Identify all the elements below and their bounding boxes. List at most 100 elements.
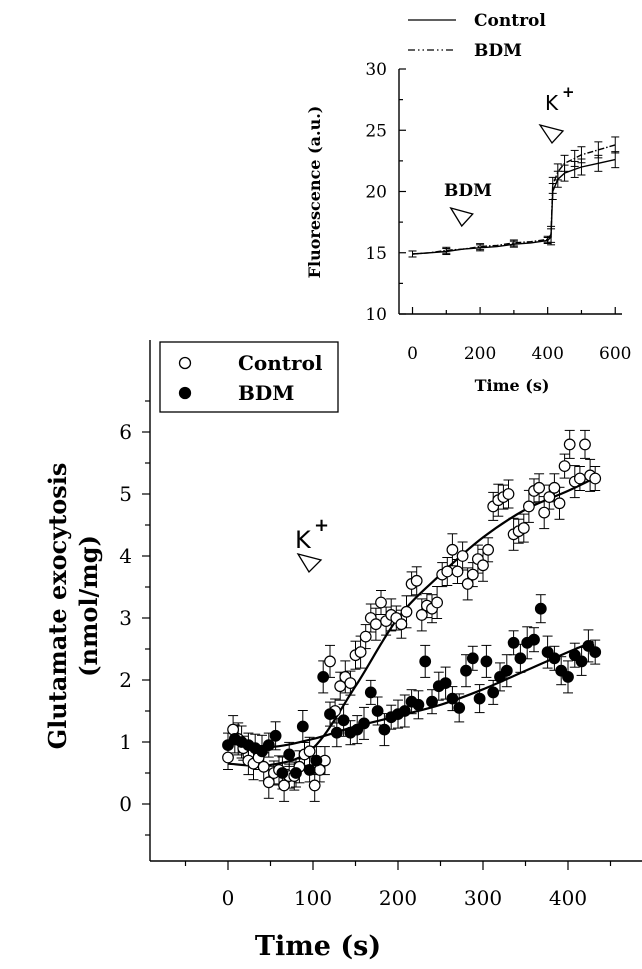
main-point-control xyxy=(278,779,291,792)
main-point-bdm xyxy=(439,677,452,689)
main-point-control xyxy=(410,574,423,587)
main-fit-curve-control xyxy=(227,477,594,767)
main-point-bdm xyxy=(575,655,588,668)
main-annotation-k-sup: + xyxy=(314,515,329,536)
main-point-bdm xyxy=(330,726,343,739)
main-y-tick-label: 2 xyxy=(119,668,132,692)
legend-marker-filled-circle xyxy=(178,386,192,400)
inset-annotation-k-sup: + xyxy=(562,83,575,101)
main-point-bdm xyxy=(290,767,302,779)
main-y-ticks: 0 1 2 3 4 5 6 xyxy=(119,400,150,836)
main-point-control xyxy=(548,481,561,494)
inset-x-ticks: 0 200 400 600 xyxy=(407,307,631,364)
inset-arrow-bdm xyxy=(449,206,474,228)
main-point-control xyxy=(415,609,428,621)
main-point-bdm xyxy=(473,692,486,705)
main-point-control xyxy=(461,578,474,590)
main-x-tick-label: 100 xyxy=(294,886,332,910)
main-point-control xyxy=(375,596,387,609)
inset-legend: Control BDM xyxy=(408,11,546,61)
main-point-bdm xyxy=(378,723,391,736)
main-point-control xyxy=(446,543,459,556)
main-point-control xyxy=(370,618,382,631)
main-x-tick-label: 0 xyxy=(222,886,235,910)
inset-x-axis-title: Time (s) xyxy=(475,376,550,395)
main-point-bdm xyxy=(487,686,500,699)
legend-label-control: Control xyxy=(474,11,546,31)
main-point-bdm xyxy=(358,717,370,730)
main-annotation-k: K xyxy=(295,526,312,554)
main-point-bdm xyxy=(500,664,513,677)
main-point-bdm xyxy=(337,714,350,727)
main-point-bdm xyxy=(453,702,466,714)
inset-x-tick-label: 0 xyxy=(407,344,418,364)
inset-y-axis-title: Fluorescence (a.u.) xyxy=(305,106,324,279)
main-point-control xyxy=(502,488,515,500)
main-legend: Control BDM xyxy=(159,341,339,413)
main-y-tick-label: 6 xyxy=(119,420,132,444)
main-y-tick-label: 4 xyxy=(119,544,132,568)
inset-annotations: BDM K + xyxy=(444,83,575,228)
inset-y-tick-label: 10 xyxy=(365,305,387,325)
main-y-tick-label: 3 xyxy=(119,606,132,630)
main-y-tick-label: 5 xyxy=(119,482,132,506)
inset-annotation-k: K xyxy=(545,91,559,115)
main-point-bdm xyxy=(466,652,479,665)
main-point-bdm xyxy=(562,671,574,683)
main-point-control xyxy=(579,438,591,451)
main-x-tick-label: 200 xyxy=(379,886,417,910)
inset-series-line-bdm xyxy=(412,144,616,255)
main-point-bdm xyxy=(460,664,472,677)
main-point-bdm xyxy=(480,655,493,668)
main-chart: 0 1 2 3 4 5 6 0 100 200 300 400 Glutamate exocytos… xyxy=(43,340,642,962)
main-point-bdm xyxy=(514,652,527,665)
main-point-control xyxy=(262,776,275,789)
main-point-bdm xyxy=(310,754,323,767)
main-arrow-k xyxy=(296,552,323,574)
main-point-control xyxy=(354,646,367,658)
main-point-control xyxy=(324,655,336,668)
main-y-tick-label: 0 xyxy=(119,792,132,816)
main-series-group xyxy=(222,429,602,802)
main-annotations: K+ xyxy=(295,515,329,574)
main-point-control xyxy=(441,565,454,578)
main-point-control xyxy=(543,491,556,504)
main-y-tick-label: 1 xyxy=(119,730,132,754)
main-point-bdm xyxy=(262,739,275,751)
inset-y-ticks: 10 15 20 25 30 xyxy=(365,60,406,325)
main-point-control xyxy=(451,565,464,578)
main-point-control xyxy=(563,438,576,451)
main-point-bdm xyxy=(528,633,540,646)
legend-label-bdm: BDM xyxy=(474,41,522,61)
main-point-control xyxy=(533,481,545,494)
main-point-control xyxy=(257,760,270,773)
main-x-ticks: 0 100 200 300 400 xyxy=(184,861,612,910)
inset-chart: Control BDM 10 15 20 25 30 0 200 400 600 Fluore… xyxy=(305,11,631,395)
main-point-bdm xyxy=(446,692,459,705)
inset-x-tick-label: 200 xyxy=(464,344,496,364)
inset-annotation-bdm: BDM xyxy=(444,181,492,201)
main-point-bdm xyxy=(426,695,438,708)
main-point-bdm xyxy=(398,705,411,717)
main-point-control xyxy=(466,568,479,581)
main-point-bdm xyxy=(303,764,316,776)
main-point-control xyxy=(395,618,408,631)
main-point-bdm xyxy=(283,748,296,761)
main-point-control xyxy=(538,506,551,519)
main-point-control xyxy=(308,779,321,792)
main-point-bdm xyxy=(419,655,432,668)
main-point-control xyxy=(400,605,413,618)
main-point-bdm xyxy=(364,686,377,699)
main-point-bdm xyxy=(589,646,602,658)
inset-y-tick-label: 25 xyxy=(365,121,387,141)
main-point-bdm xyxy=(371,705,384,717)
inset-x-tick-label: 600 xyxy=(599,344,631,364)
main-point-bdm xyxy=(412,698,425,711)
main-point-control xyxy=(574,472,586,485)
legend-marker-open-circle xyxy=(178,356,192,370)
inset-x-tick-label: 400 xyxy=(531,344,563,364)
main-point-bdm xyxy=(507,636,520,649)
main-point-control xyxy=(482,543,495,556)
main-legend-label-bdm: BDM xyxy=(238,381,294,405)
main-x-tick-label: 400 xyxy=(549,886,587,910)
